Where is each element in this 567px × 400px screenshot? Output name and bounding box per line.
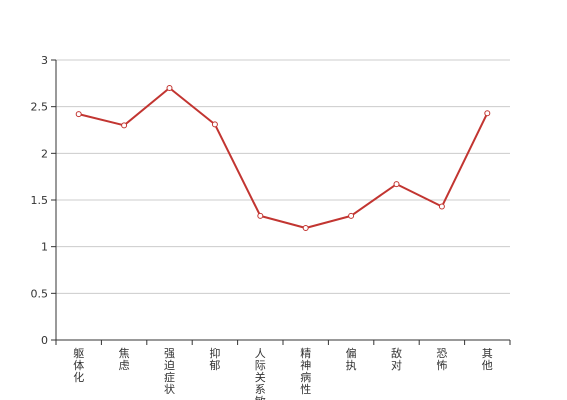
- data-point: [438, 203, 445, 210]
- grid-lines: [56, 59, 510, 294]
- data-point: [484, 110, 491, 117]
- x-tick-label: 躯体化: [73, 347, 84, 384]
- data-point: [121, 122, 128, 129]
- y-tick-label: 0: [41, 334, 48, 347]
- x-tick-label: 敌对: [391, 346, 402, 372]
- x-tick-label: 焦虑: [119, 347, 130, 372]
- series-group: [75, 85, 491, 231]
- y-tick-label: 2: [41, 147, 48, 160]
- data-point: [166, 85, 173, 91]
- y-tick-label: 2.5: [31, 101, 49, 114]
- y-tick-label: 1.5: [31, 194, 49, 207]
- y-tick-label: 3: [41, 54, 48, 67]
- series-line: [78, 87, 489, 229]
- x-axis: 躯体化 焦虑 强迫症状 抑郁 人际关系敏感 精神病性 偏执 敌对 恐怖 其他: [55, 339, 511, 400]
- data-point: [393, 181, 400, 188]
- data-point: [257, 212, 264, 219]
- y-axis: 0 0.5 1 1.5 2 2.5 3: [31, 54, 57, 347]
- y-tick-label: 1: [41, 241, 48, 254]
- data-point: [302, 225, 309, 231]
- x-tick-label: 人际关系敏感: [255, 347, 266, 400]
- data-point: [75, 111, 82, 118]
- x-tick-label: 恐怖: [436, 347, 447, 372]
- x-tick-label: 其他: [482, 347, 493, 372]
- data-point: [348, 212, 355, 219]
- x-tick-label: 偏执: [346, 346, 357, 372]
- x-tick-label: 精神病性: [300, 347, 311, 396]
- y-tick-label: 0.5: [31, 287, 49, 300]
- x-tick-label: 抑郁: [209, 346, 220, 372]
- x-tick-label: 强迫症状: [164, 347, 175, 396]
- data-point: [211, 121, 218, 128]
